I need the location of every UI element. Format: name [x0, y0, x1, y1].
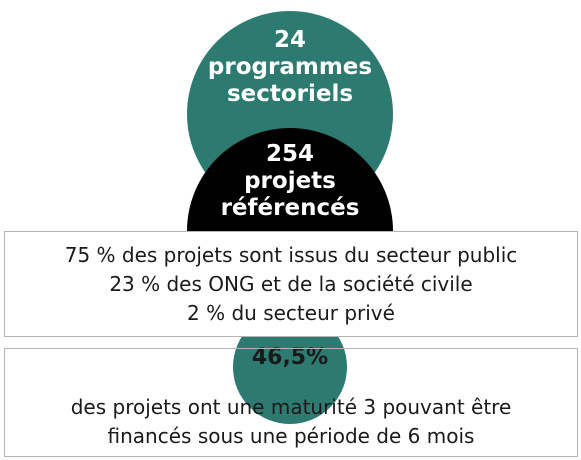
projets-label-line2: référencés: [220, 195, 360, 221]
programmes-count: 24: [273, 27, 306, 53]
projets-label-line1: projets: [244, 168, 336, 194]
maturity-box: des projets ont une maturité 3 pouvant ê…: [4, 348, 578, 457]
sector-ong-text: 23 % des ONG et de la société civile: [109, 272, 473, 296]
programmes-label-line2: sectoriels: [226, 81, 354, 107]
programmes-label-line1: programmes: [207, 54, 373, 80]
maturity-percent: 46,5%: [251, 345, 329, 370]
sector-private-text: 2 % du secteur privé: [187, 301, 395, 325]
sector-public-text: 75 % des projets sont issus du secteur p…: [64, 243, 518, 267]
sectors-box: 75 % des projets sont issus du secteur p…: [4, 231, 578, 337]
maturity-text-line2: financés sous une période de 6 mois: [107, 424, 475, 448]
projets-count: 254: [265, 141, 314, 167]
maturity-text-line1: des projets ont une maturité 3 pouvant ê…: [70, 395, 512, 419]
